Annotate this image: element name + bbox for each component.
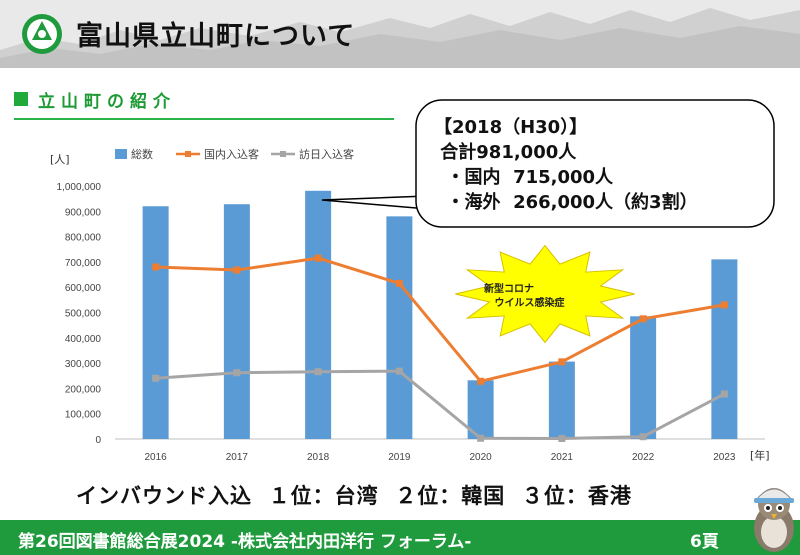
callout-joint bbox=[439, 193, 456, 198]
covid-burst-text: 新型コロナ ウイルス感染症 bbox=[484, 284, 565, 309]
header-banner: 富山県立山町について bbox=[0, 0, 800, 68]
y-tick-label: 700,000 bbox=[65, 258, 102, 269]
data-point bbox=[314, 368, 322, 376]
data-point bbox=[233, 369, 241, 377]
bar bbox=[223, 204, 250, 439]
data-point bbox=[395, 367, 403, 375]
data-point bbox=[558, 434, 566, 442]
legend-marker bbox=[185, 151, 191, 157]
bird-mascot-icon bbox=[754, 488, 794, 552]
footer-bar: 第26回図書館総合展2024 -株式会社内田洋行 フォーラム- 6頁 bbox=[0, 520, 800, 555]
y-tick-label: 400,000 bbox=[65, 334, 102, 345]
data-point bbox=[314, 254, 322, 262]
bar bbox=[386, 216, 413, 439]
legend-label: 総数 bbox=[131, 147, 153, 161]
data-point bbox=[720, 301, 728, 309]
data-point bbox=[395, 279, 403, 287]
y-tick-label: 1,000,000 bbox=[57, 182, 102, 193]
x-tick-label: 2018 bbox=[307, 452, 330, 463]
data-point bbox=[720, 390, 728, 398]
x-unit-label: [年] bbox=[750, 448, 770, 462]
legend-label: 国内入込客 bbox=[204, 147, 259, 161]
y-tick-label: 300,000 bbox=[65, 359, 102, 370]
x-tick-label: 2019 bbox=[388, 452, 411, 463]
legend-marker bbox=[280, 151, 286, 157]
callout-bubble bbox=[415, 99, 775, 228]
section-underline bbox=[14, 118, 394, 120]
bar bbox=[142, 206, 169, 439]
x-tick-label: 2017 bbox=[226, 452, 249, 463]
data-point bbox=[152, 374, 160, 382]
legend-swatch bbox=[115, 149, 127, 159]
covid-starburst bbox=[455, 244, 635, 344]
y-tick-label: 200,000 bbox=[65, 384, 102, 395]
data-point bbox=[558, 358, 566, 366]
x-tick-label: 2022 bbox=[632, 452, 655, 463]
y-tick-label: 500,000 bbox=[65, 309, 102, 320]
y-tick-label: 100,000 bbox=[65, 410, 102, 421]
page-number: 6頁 bbox=[690, 532, 719, 552]
page-title: 富山県立山町について bbox=[76, 21, 356, 52]
y-tick-label: 600,000 bbox=[65, 283, 102, 294]
visitor-chart: 1,000,000 900,000 800,000 700,000 600,000 500… bbox=[50, 99, 775, 463]
bar bbox=[630, 316, 657, 439]
data-point bbox=[477, 377, 485, 385]
y-tick-label: 0 bbox=[95, 435, 101, 446]
x-tick-label: 2020 bbox=[470, 452, 493, 463]
data-point bbox=[477, 434, 485, 442]
bar bbox=[305, 190, 332, 439]
y-tick-label: 800,000 bbox=[65, 233, 102, 244]
section-square-icon bbox=[14, 92, 28, 106]
y-tick-label: 900,000 bbox=[65, 207, 102, 218]
section-label: 立山町の紹介 bbox=[38, 91, 176, 112]
data-point bbox=[152, 263, 160, 271]
data-point bbox=[639, 433, 647, 441]
town-emblem-icon bbox=[22, 14, 62, 54]
data-point bbox=[233, 266, 241, 274]
x-tick-label: 2016 bbox=[145, 452, 168, 463]
series-line bbox=[155, 369, 726, 440]
bar bbox=[548, 361, 575, 439]
x-tick-label: 2023 bbox=[713, 452, 736, 463]
inbound-ranking: インバウンド入込 １位：台湾 ２位：韓国 ３位：香港 bbox=[76, 484, 632, 508]
callout-text: 【2018（H30）】 合計981,000人 ・国内 715,000人 ・海外 … bbox=[434, 117, 698, 213]
data-point bbox=[639, 315, 647, 323]
mountain-background bbox=[0, 0, 800, 68]
series-line bbox=[155, 256, 725, 383]
section-heading: 立山町の紹介 bbox=[14, 86, 176, 112]
x-tick-label: 2021 bbox=[551, 452, 574, 463]
legend-label: 訪日入込客 bbox=[299, 147, 354, 161]
footer-text: 第26回図書館総合展2024 -株式会社内田洋行 フォーラム- bbox=[18, 532, 472, 552]
y-unit-label: [人] bbox=[50, 153, 70, 166]
bar bbox=[711, 259, 738, 439]
